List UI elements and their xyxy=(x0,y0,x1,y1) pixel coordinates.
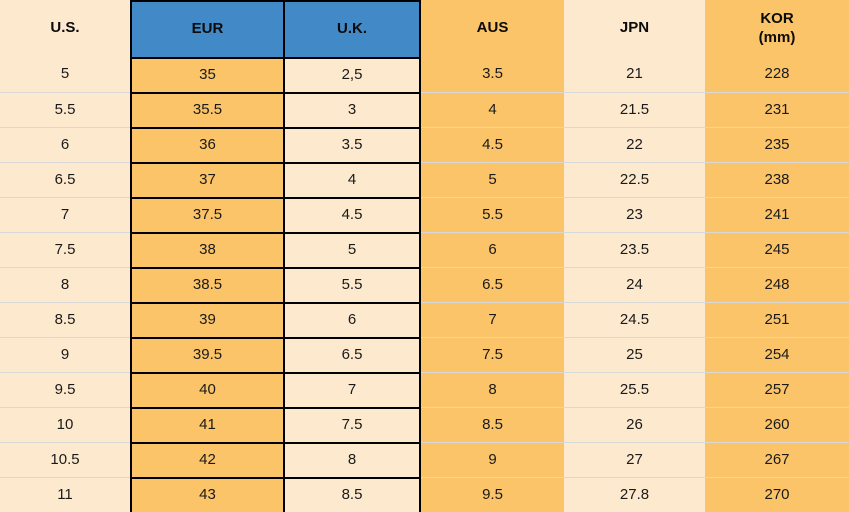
table-cell-eur: 39.5 xyxy=(130,337,283,372)
table-cell-kor: 238 xyxy=(705,162,849,197)
table-cell-jpn: 21 xyxy=(564,57,705,92)
table-cell-uk: 7 xyxy=(283,372,421,407)
table-cell-uk: 8 xyxy=(283,442,421,477)
table-cell-uk: 4 xyxy=(283,162,421,197)
column-header-eur: EUR xyxy=(130,0,283,57)
table-cell-aus: 7.5 xyxy=(421,337,564,372)
table-cell-uk: 7.5 xyxy=(283,407,421,442)
table-cell-kor: 248 xyxy=(705,267,849,302)
table-cell-jpn: 23.5 xyxy=(564,232,705,267)
table-cell-aus: 5.5 xyxy=(421,197,564,232)
table-cell-kor: 254 xyxy=(705,337,849,372)
table-cell-aus: 3.5 xyxy=(421,57,564,92)
table-cell-uk: 5.5 xyxy=(283,267,421,302)
table-cell-us: 7 xyxy=(0,197,130,232)
table-cell-kor: 270 xyxy=(705,477,849,512)
table-cell-eur: 35.5 xyxy=(130,92,283,127)
table-cell-aus: 4 xyxy=(421,92,564,127)
table-cell-eur: 39 xyxy=(130,302,283,337)
table-cell-us: 7.5 xyxy=(0,232,130,267)
table-cell-kor: 231 xyxy=(705,92,849,127)
table-cell-us: 8 xyxy=(0,267,130,302)
table-cell-eur: 37.5 xyxy=(130,197,283,232)
table-cell-kor: 257 xyxy=(705,372,849,407)
column-header-uk: U.K. xyxy=(283,0,421,57)
table-cell-uk: 3.5 xyxy=(283,127,421,162)
table-cell-aus: 7 xyxy=(421,302,564,337)
table-cell-jpn: 24 xyxy=(564,267,705,302)
column-header-us: U.S. xyxy=(0,0,130,57)
table-cell-jpn: 22 xyxy=(564,127,705,162)
table-cell-eur: 43 xyxy=(130,477,283,512)
table-cell-uk: 4.5 xyxy=(283,197,421,232)
table-cell-aus: 4.5 xyxy=(421,127,564,162)
table-cell-uk: 5 xyxy=(283,232,421,267)
table-cell-aus: 6.5 xyxy=(421,267,564,302)
table-cell-jpn: 21.5 xyxy=(564,92,705,127)
table-cell-uk: 6 xyxy=(283,302,421,337)
table-cell-us: 6 xyxy=(0,127,130,162)
table-cell-aus: 8 xyxy=(421,372,564,407)
table-cell-jpn: 22.5 xyxy=(564,162,705,197)
table-cell-jpn: 25 xyxy=(564,337,705,372)
table-cell-aus: 5 xyxy=(421,162,564,197)
table-cell-us: 9 xyxy=(0,337,130,372)
table-cell-kor: 235 xyxy=(705,127,849,162)
table-cell-uk: 6.5 xyxy=(283,337,421,372)
table-cell-kor: 245 xyxy=(705,232,849,267)
table-cell-kor: 267 xyxy=(705,442,849,477)
table-cell-aus: 6 xyxy=(421,232,564,267)
table-cell-us: 5.5 xyxy=(0,92,130,127)
table-cell-eur: 42 xyxy=(130,442,283,477)
table-cell-jpn: 25.5 xyxy=(564,372,705,407)
table-cell-us: 10.5 xyxy=(0,442,130,477)
table-cell-eur: 38.5 xyxy=(130,267,283,302)
column-header-kor: KOR (mm) xyxy=(705,0,849,57)
table-cell-eur: 40 xyxy=(130,372,283,407)
column-header-aus: AUS xyxy=(421,0,564,57)
table-cell-aus: 9.5 xyxy=(421,477,564,512)
table-cell-us: 8.5 xyxy=(0,302,130,337)
column-header-jpn: JPN xyxy=(564,0,705,57)
table-cell-jpn: 24.5 xyxy=(564,302,705,337)
table-cell-us: 6.5 xyxy=(0,162,130,197)
table-cell-uk: 8.5 xyxy=(283,477,421,512)
table-cell-us: 9.5 xyxy=(0,372,130,407)
table-cell-eur: 35 xyxy=(130,57,283,92)
table-cell-jpn: 23 xyxy=(564,197,705,232)
table-cell-kor: 260 xyxy=(705,407,849,442)
table-cell-eur: 38 xyxy=(130,232,283,267)
table-cell-jpn: 27.8 xyxy=(564,477,705,512)
table-cell-eur: 41 xyxy=(130,407,283,442)
table-cell-uk: 3 xyxy=(283,92,421,127)
table-cell-kor: 228 xyxy=(705,57,849,92)
table-cell-eur: 37 xyxy=(130,162,283,197)
table-cell-jpn: 27 xyxy=(564,442,705,477)
table-cell-aus: 8.5 xyxy=(421,407,564,442)
column-header-kor-sublabel: (mm) xyxy=(758,28,796,46)
table-cell-jpn: 26 xyxy=(564,407,705,442)
table-cell-uk: 2,5 xyxy=(283,57,421,92)
table-cell-us: 11 xyxy=(0,477,130,512)
column-header-kor-label: KOR xyxy=(760,9,794,27)
table-cell-eur: 36 xyxy=(130,127,283,162)
table-cell-kor: 241 xyxy=(705,197,849,232)
table-cell-us: 10 xyxy=(0,407,130,442)
table-cell-us: 5 xyxy=(0,57,130,92)
table-cell-aus: 9 xyxy=(421,442,564,477)
table-cell-kor: 251 xyxy=(705,302,849,337)
